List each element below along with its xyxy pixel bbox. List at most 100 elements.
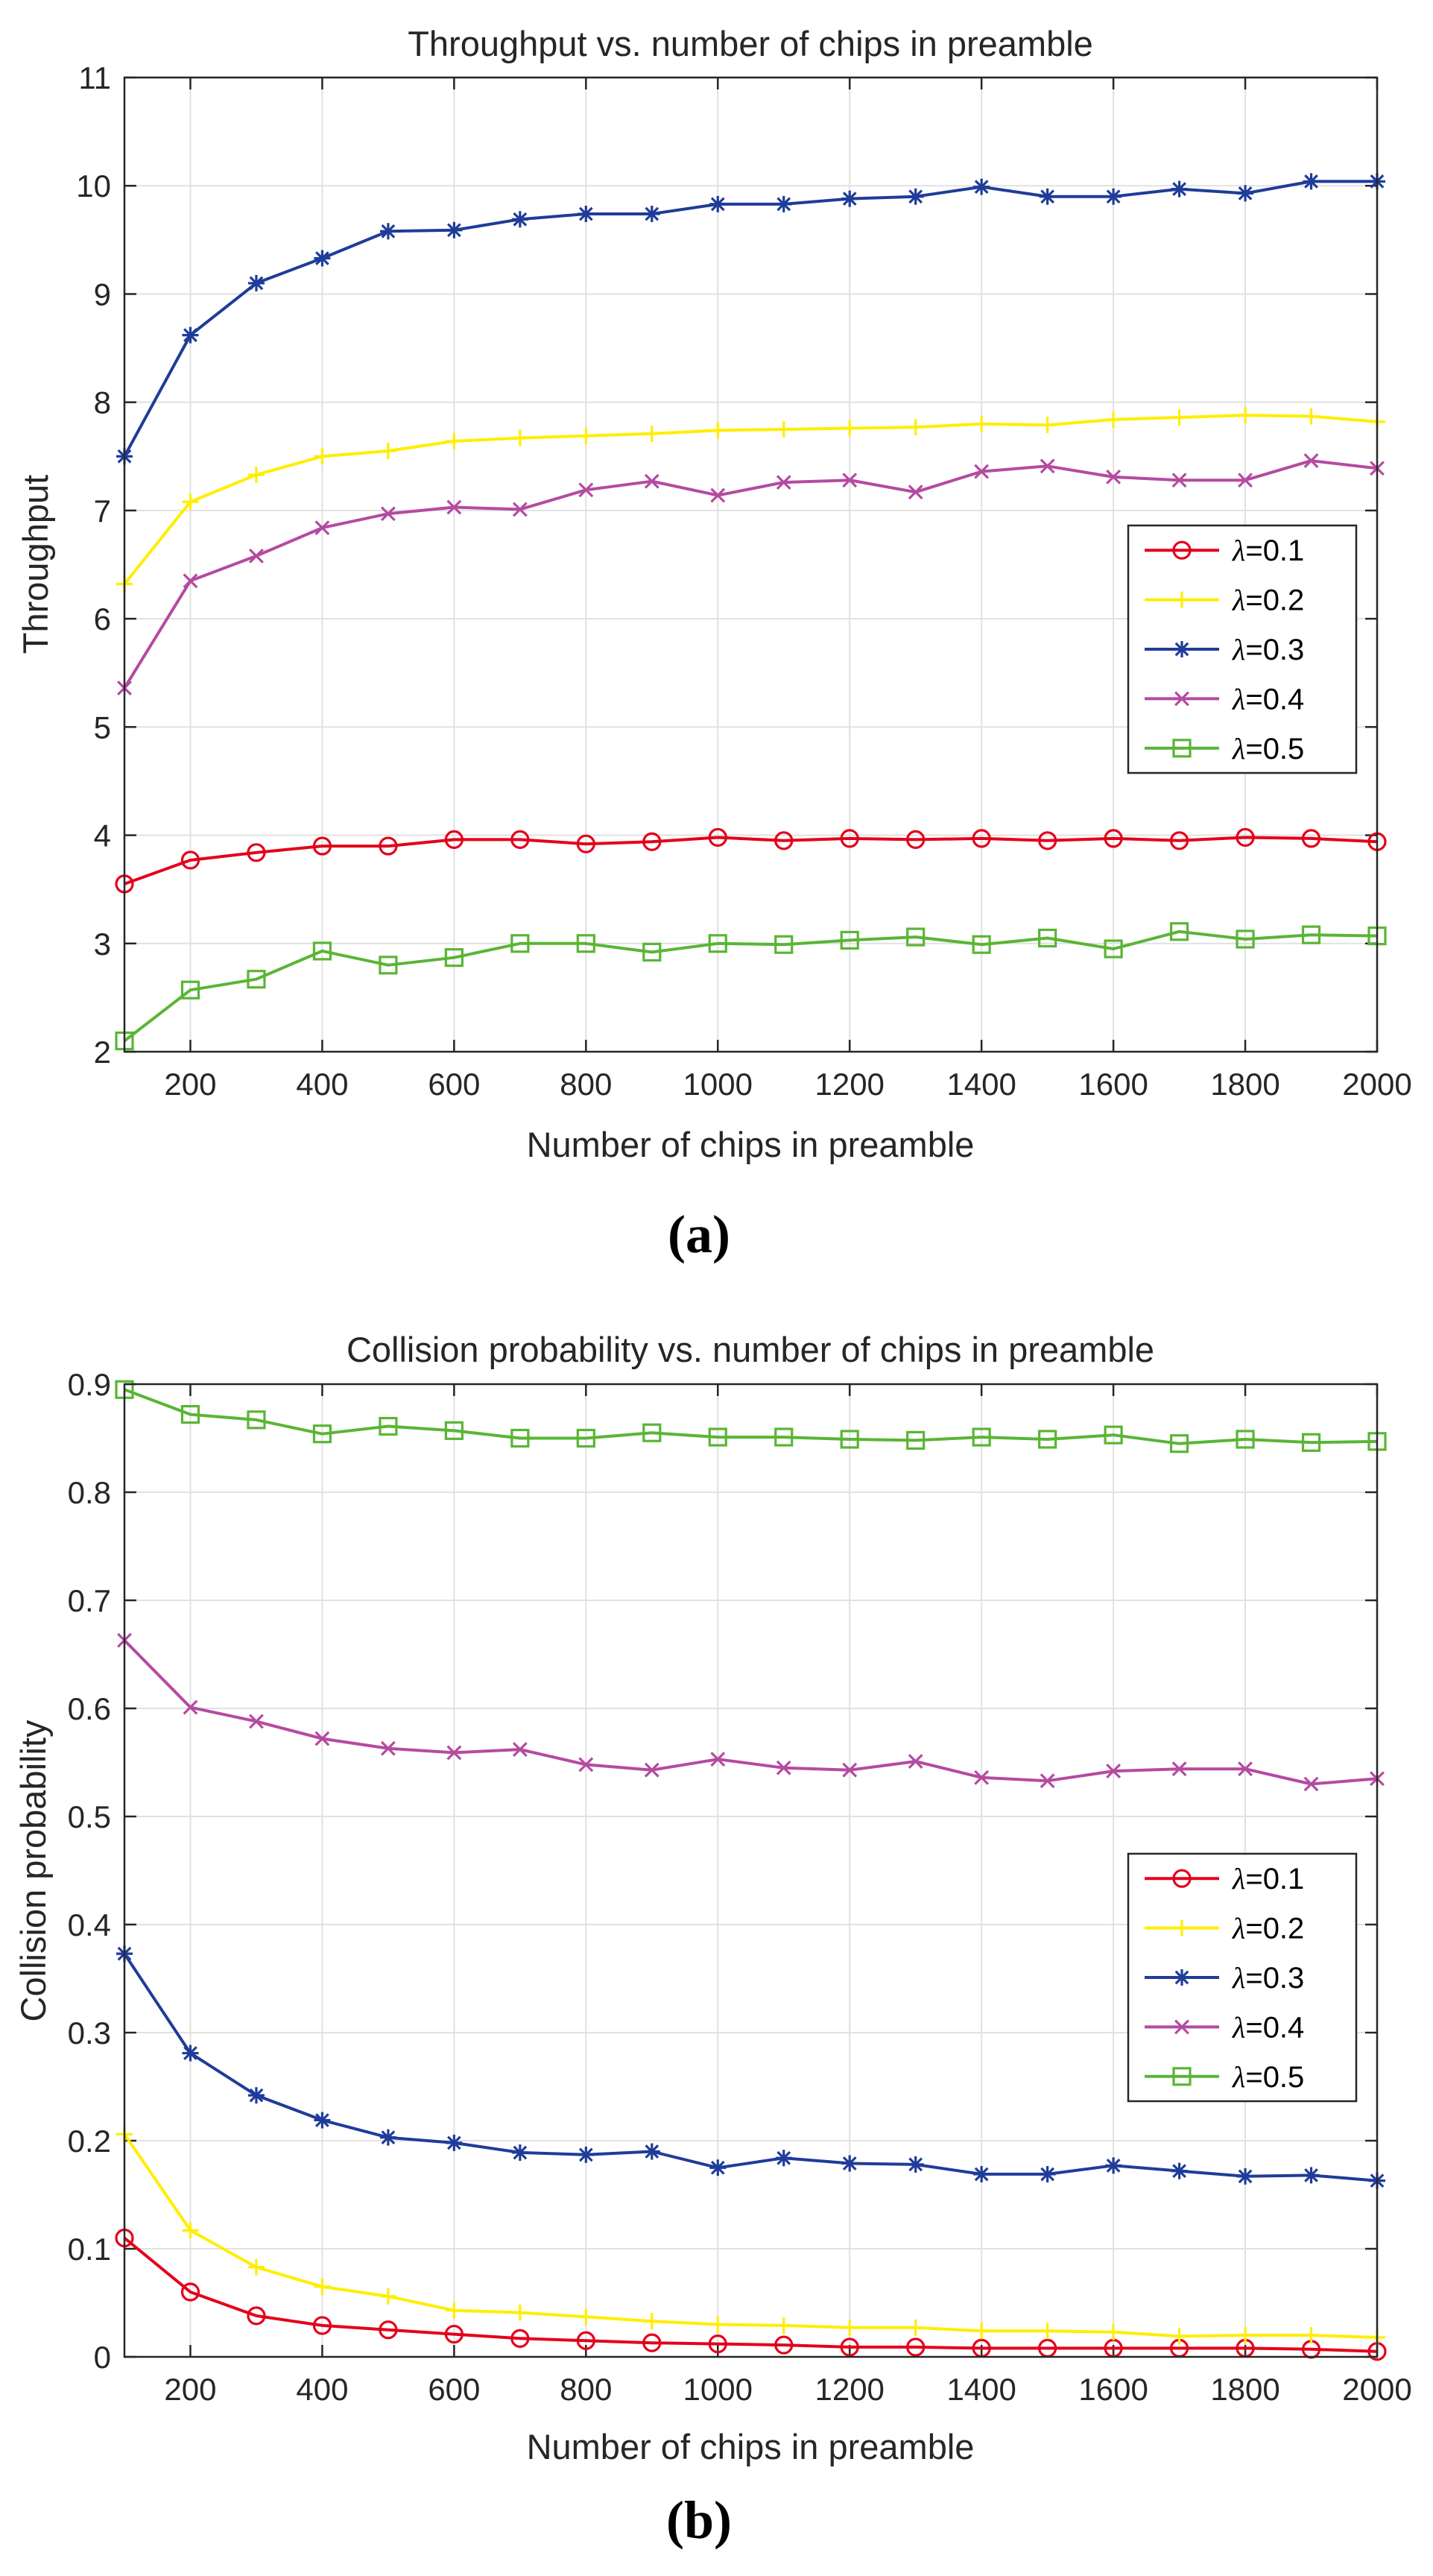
series-0.1 [115, 827, 1387, 894]
data-point [840, 829, 859, 848]
data-point [1040, 458, 1055, 474]
x-tick-label: 800 [560, 2372, 612, 2407]
y-tick-label: 0.1 [68, 2232, 111, 2267]
data-point [1106, 469, 1122, 484]
data-point [512, 502, 528, 517]
data-point [444, 948, 464, 967]
data-point [446, 2302, 463, 2319]
collision-probability-chart: 200 400 600 800 1000 1200 1400 1600 1800 2000 0 0.… [13, 1330, 1412, 2550]
data-point [1171, 2162, 1188, 2179]
data-point [775, 420, 792, 438]
data-point [247, 970, 266, 989]
data-point [1038, 928, 1057, 948]
data-point [1303, 1776, 1319, 1792]
data-point [446, 432, 463, 449]
data-point [972, 1427, 991, 1447]
data-point [775, 2317, 792, 2334]
data-point [1301, 829, 1321, 848]
data-point [1303, 453, 1319, 469]
data-point [906, 2337, 926, 2357]
data-point [1174, 1969, 1190, 1986]
data-point [644, 473, 659, 489]
data-point [1303, 408, 1320, 425]
data-point [907, 188, 924, 205]
y-tick-label: 0.4 [68, 1907, 111, 1942]
x-tick-label: 400 [296, 2372, 348, 2407]
data-point [312, 2316, 332, 2335]
data-point [1172, 540, 1192, 560]
data-point [1301, 925, 1321, 944]
data-point [1174, 2019, 1189, 2035]
data-point [576, 2331, 595, 2350]
data-point [183, 1699, 198, 1715]
data-point [1104, 1425, 1123, 1445]
data-point [1039, 417, 1056, 434]
data-point [1174, 1919, 1190, 1936]
data-point [1039, 188, 1056, 205]
data-point [1172, 739, 1192, 758]
series-line [123, 1639, 1378, 1786]
x-tick-label: 1200 [814, 1067, 884, 1102]
y-tick-label: 4 [94, 818, 111, 853]
data-point [1237, 407, 1254, 424]
data-point [312, 1424, 332, 1444]
data-point [906, 830, 926, 849]
data-point [840, 1430, 859, 1449]
series-line [123, 929, 1378, 1043]
legend-label: λ=0.5 [1232, 2060, 1304, 2094]
data-point [510, 2329, 530, 2348]
data-point [576, 1428, 595, 1448]
legend-item: λ=0.4 [1145, 2010, 1304, 2044]
chart-title: Throughput vs. number of chips in preamb… [408, 24, 1093, 63]
data-point [314, 520, 330, 536]
y-tick-label: 0.7 [68, 1583, 111, 1618]
data-point [974, 464, 990, 479]
legend-item: λ=0.5 [1145, 732, 1304, 765]
series-group [115, 1380, 1387, 2361]
data-point [379, 2288, 396, 2305]
series-0.5 [115, 922, 1387, 1051]
data-point [1303, 173, 1320, 190]
data-point [578, 1757, 594, 1772]
y-tick-label: 2 [94, 1035, 111, 1070]
data-point [1236, 929, 1255, 949]
legend-label: λ=0.4 [1232, 682, 1304, 716]
data-point [380, 1740, 396, 1756]
data-point [182, 2222, 199, 2239]
x-tick-labels: 200 400 600 800 1000 1200 1400 1600 1800 2000 [164, 2372, 1411, 2407]
x-tick-label: 1800 [1210, 1067, 1279, 1102]
legend-label: λ=0.5 [1232, 732, 1304, 765]
data-point [774, 2335, 794, 2355]
data-point [312, 836, 332, 856]
x-tick-label: 600 [428, 2372, 480, 2407]
data-point [1106, 1764, 1122, 1779]
data-point [1105, 2157, 1122, 2174]
series-group [115, 173, 1387, 1051]
data-point [708, 2334, 727, 2354]
series-0.4 [117, 453, 1385, 695]
y-axis-label: Throughput [16, 475, 55, 654]
data-point [1174, 591, 1190, 608]
data-point [1169, 922, 1189, 941]
data-point [576, 934, 595, 953]
data-point [510, 934, 530, 953]
data-point [1040, 1773, 1055, 1789]
x-tick-label: 1000 [683, 2372, 753, 2407]
data-point [1237, 2327, 1254, 2343]
data-point [314, 448, 331, 465]
data-point [182, 2045, 199, 2062]
data-point [578, 482, 594, 498]
legend-item: λ=0.2 [1145, 1912, 1304, 1945]
x-tick-label: 1400 [946, 1067, 1016, 1102]
data-point [444, 2324, 464, 2344]
data-point [973, 2323, 990, 2340]
data-point [247, 2087, 265, 2104]
x-axis-label: Number of chips in preamble [527, 2427, 975, 2466]
data-point [578, 2308, 595, 2326]
data-point [314, 2112, 331, 2129]
data-point [1039, 2323, 1056, 2340]
y-tick-label: 8 [94, 385, 111, 420]
x-tick-label: 600 [428, 1067, 480, 1102]
data-point [840, 2337, 859, 2357]
series-line [123, 414, 1378, 585]
